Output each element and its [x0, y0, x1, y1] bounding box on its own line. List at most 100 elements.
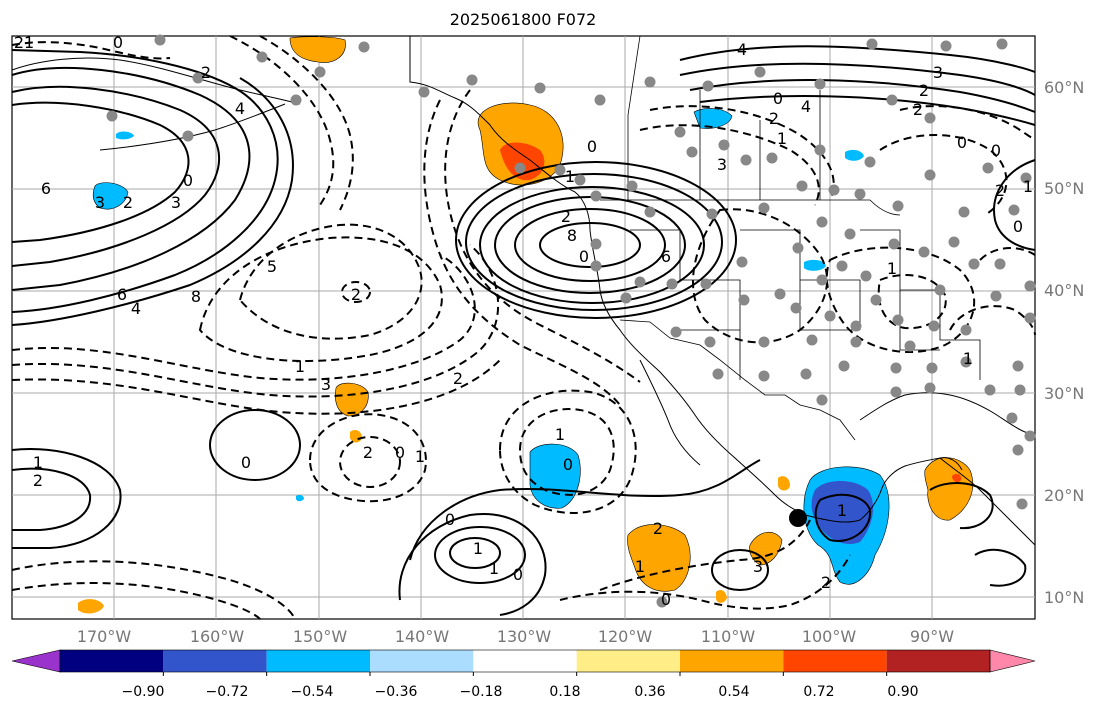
contour-label: 0	[957, 133, 967, 152]
station-marker	[106, 110, 118, 122]
contour-label: 6	[661, 247, 671, 266]
lat-label-30n: 30°N	[1044, 384, 1085, 403]
contour-label: 0	[563, 455, 573, 474]
station-marker	[192, 72, 204, 84]
contour-label: 0	[661, 590, 671, 609]
station-marker	[890, 386, 902, 398]
station-marker	[712, 368, 724, 380]
station-marker	[892, 314, 904, 326]
colorbar-tick-label: 0.36	[634, 684, 666, 700]
station-marker	[674, 126, 686, 138]
station-marker	[686, 146, 698, 158]
contour-label: 0	[1013, 217, 1023, 236]
station-marker	[1008, 204, 1020, 216]
station-marker	[1012, 360, 1024, 372]
colorbar-segment	[266, 650, 370, 672]
lon-label-120w: 120°W	[597, 627, 653, 646]
contour-label: 2	[769, 109, 779, 128]
contour-label: 3	[717, 155, 727, 174]
contour-label: 1	[963, 349, 973, 368]
station-marker	[740, 154, 752, 166]
colorbar-tick-label: −0.72	[205, 684, 249, 700]
station-marker	[892, 200, 904, 212]
station-marker	[620, 292, 632, 304]
contour-label: 2	[913, 100, 923, 119]
contour-label: 2	[201, 63, 211, 82]
station-marker	[996, 38, 1008, 50]
lon-label-90w: 90°W	[909, 627, 955, 646]
station-marker	[758, 336, 770, 348]
station-marker	[738, 294, 750, 306]
station-marker	[960, 356, 972, 368]
station-marker	[754, 66, 766, 78]
colorbar-tick-label: 0.90	[887, 684, 919, 700]
contour-label: 0	[587, 137, 597, 156]
colorbar-segment	[370, 650, 474, 672]
station-marker	[854, 188, 866, 200]
colorbar-segment	[60, 650, 164, 672]
station-marker	[824, 310, 836, 322]
contour-label: 0	[445, 510, 455, 529]
lon-label-130w: 130°W	[496, 627, 552, 646]
contour-label: 1	[415, 447, 425, 466]
lon-label-140w: 140°W	[394, 627, 450, 646]
station-marker	[888, 238, 900, 250]
station-marker	[924, 112, 936, 124]
station-marker	[626, 180, 638, 192]
contour-label: 2	[561, 207, 571, 226]
contour-label: 6	[117, 285, 127, 304]
contour-label: 1	[295, 357, 305, 376]
station-marker	[574, 174, 586, 186]
contour-label: 2	[363, 443, 373, 462]
station-marker	[828, 184, 840, 196]
lon-label-160w: 160°W	[189, 627, 245, 646]
colorbar-tick-label: 0.54	[718, 684, 750, 700]
colorbar-tick-label: 0.72	[803, 684, 835, 700]
station-marker	[800, 368, 812, 380]
contour-label: 0	[579, 247, 589, 266]
contour-label: 3	[171, 193, 181, 212]
station-marker	[796, 180, 808, 192]
contour-label: 0	[991, 141, 1001, 160]
contour-label: 2	[123, 193, 133, 212]
station-marker	[644, 206, 656, 218]
contour-label: 2	[919, 81, 929, 100]
colorbar-frame	[59, 649, 991, 673]
station-marker	[948, 236, 960, 248]
station-marker	[866, 38, 878, 50]
colorbar-segment	[680, 650, 784, 672]
station-marker	[1020, 172, 1032, 184]
station-marker	[594, 94, 606, 106]
lon-label-150w: 150°W	[292, 627, 348, 646]
station-marker	[850, 320, 862, 332]
contour-label: 1	[33, 453, 43, 472]
station-marker	[1024, 280, 1036, 292]
contour-label: 2	[453, 369, 463, 388]
lat-label-40n: 40°N	[1044, 281, 1085, 300]
station-marker	[864, 156, 876, 168]
station-marker	[982, 162, 994, 174]
station-marker	[656, 596, 668, 608]
station-marker	[934, 284, 946, 296]
station-marker	[790, 302, 802, 314]
station-marker	[968, 258, 980, 270]
station-marker	[590, 260, 602, 272]
station-marker	[994, 258, 1006, 270]
station-marker	[792, 242, 804, 254]
contour-label: 8	[191, 287, 201, 306]
positive-contours	[11, 45, 1036, 616]
station-marker	[736, 256, 748, 268]
contour-label: 6	[41, 179, 51, 198]
colorbar-segment	[163, 650, 267, 672]
station-marker	[1006, 412, 1018, 424]
station-marker	[870, 294, 882, 306]
negative-contours	[11, 35, 1036, 620]
lat-label-50n: 50°N	[1044, 179, 1085, 198]
contour-label: 0	[241, 453, 251, 472]
station-marker	[816, 216, 828, 228]
colorbar-extend-min	[11, 649, 61, 673]
contour-label: 0	[513, 565, 523, 584]
station-marker	[1014, 384, 1026, 396]
colorbar-segment	[473, 650, 577, 672]
